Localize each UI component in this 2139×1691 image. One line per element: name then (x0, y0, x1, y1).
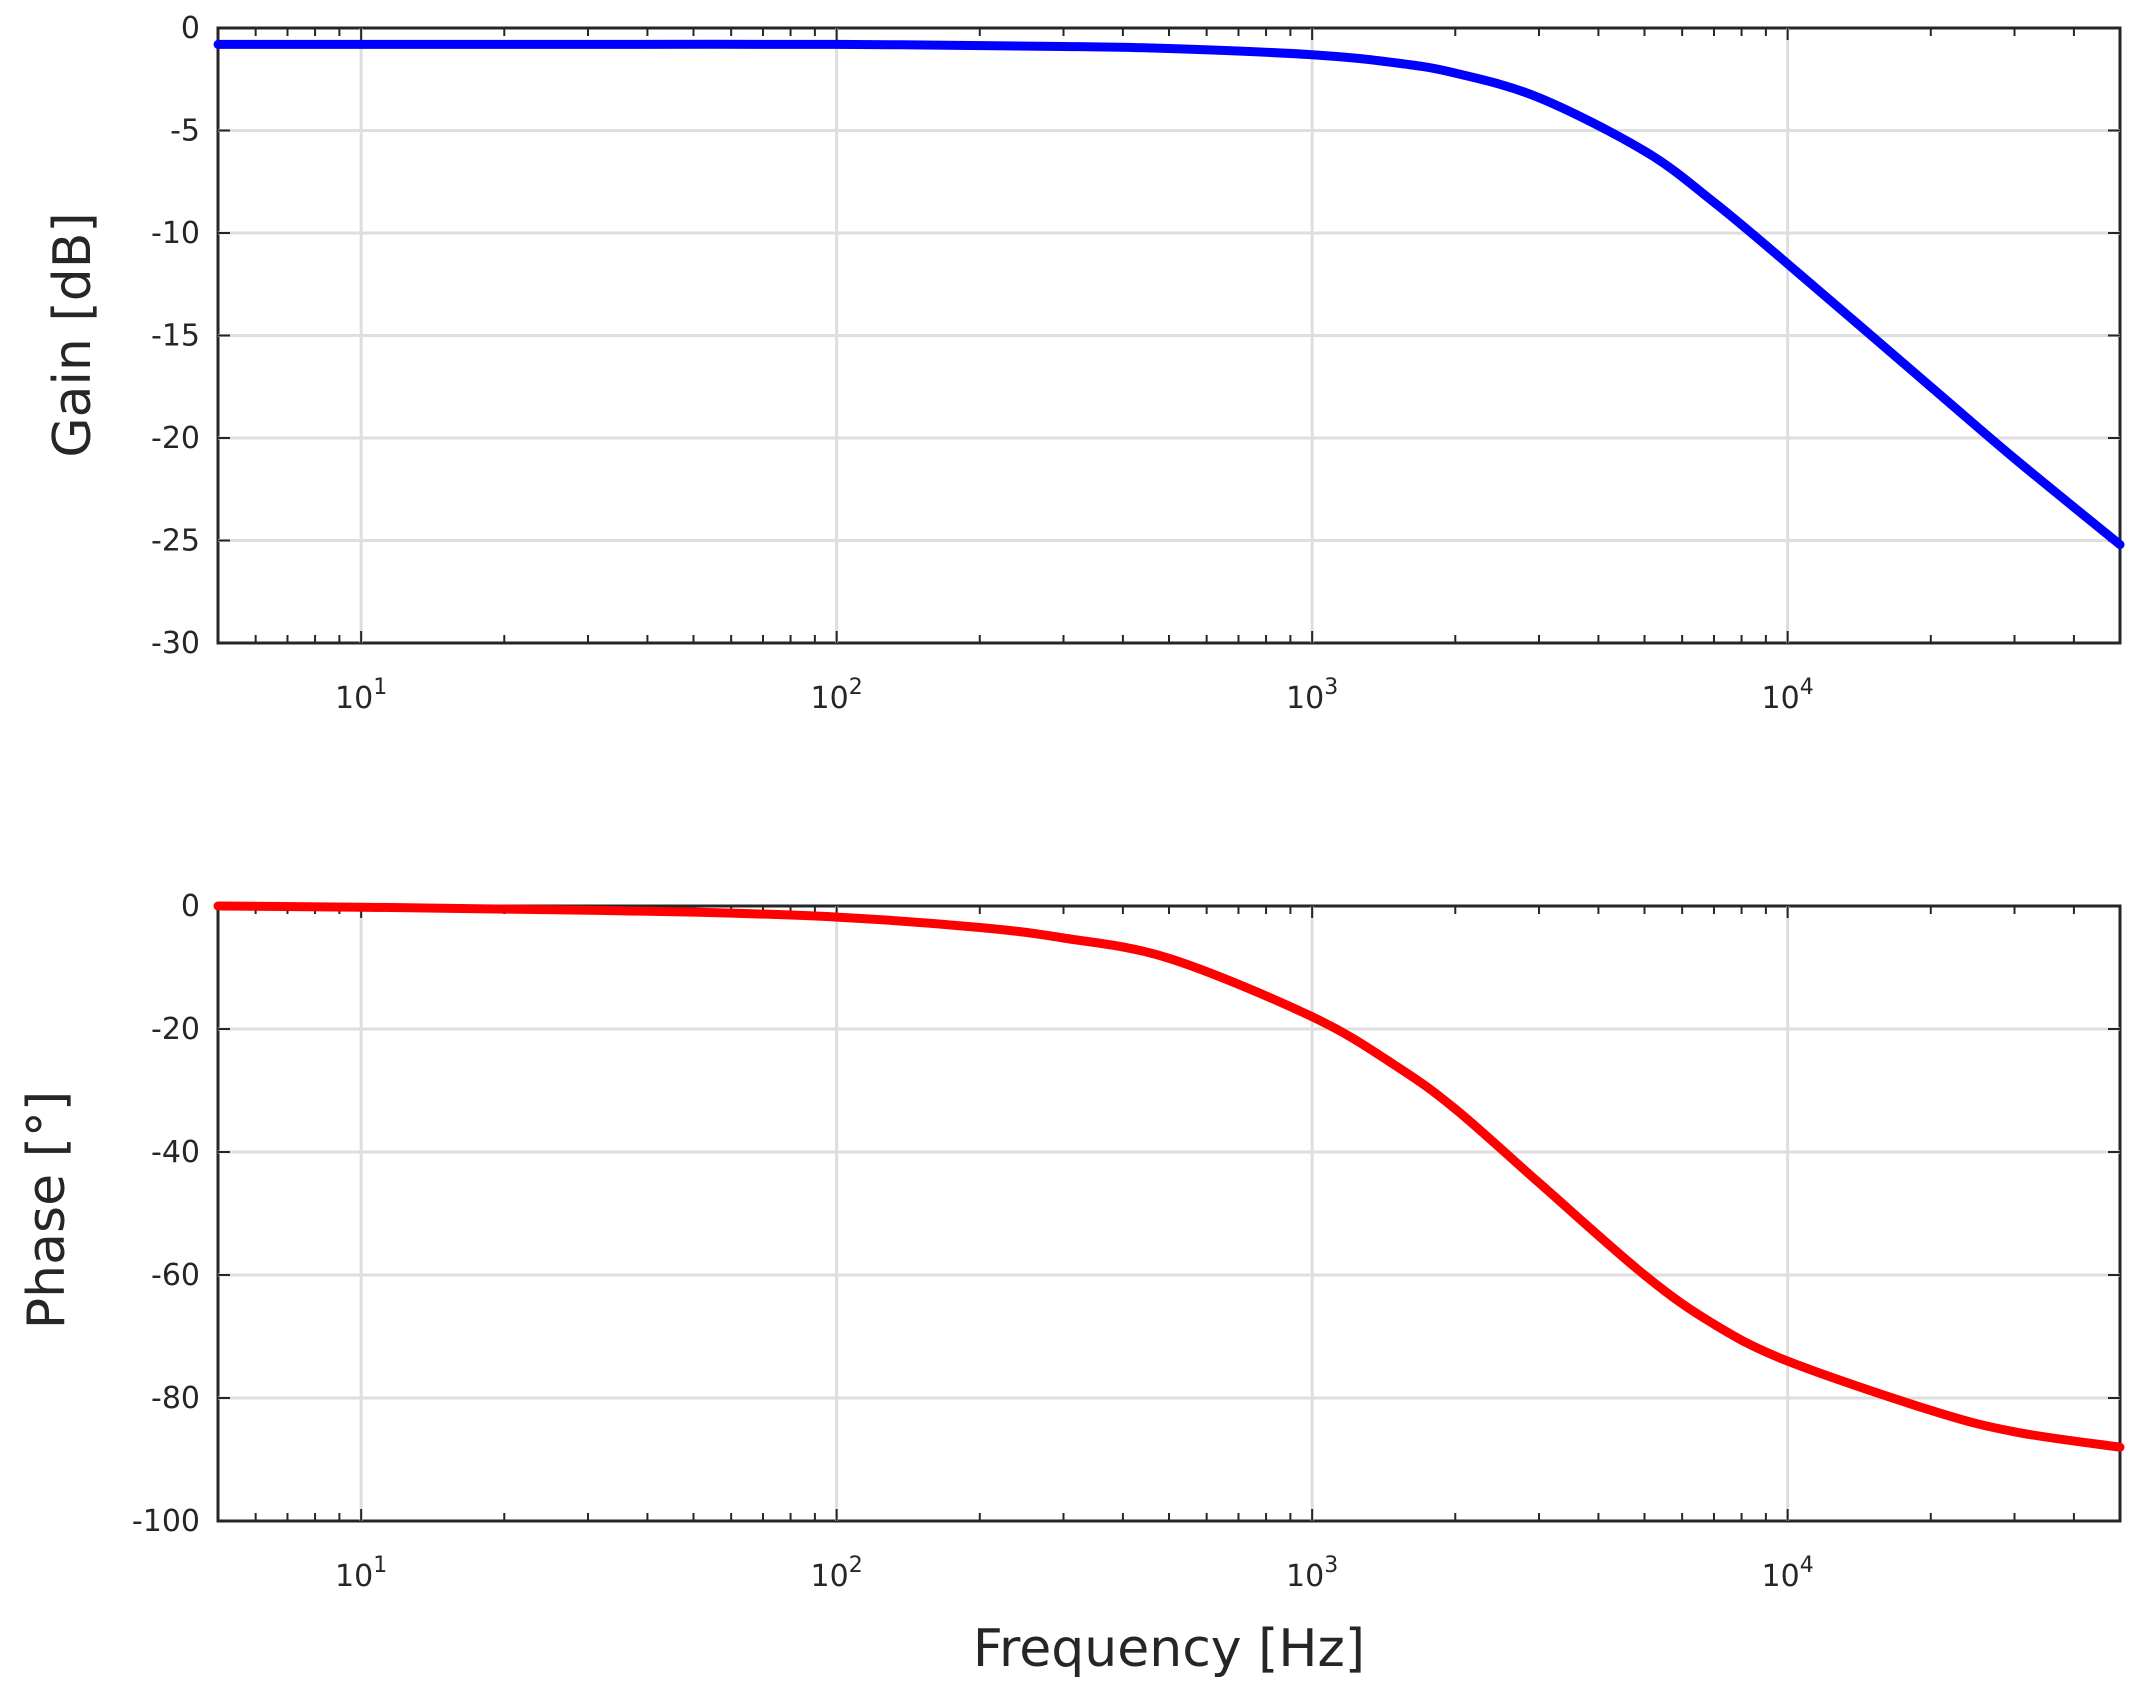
phase-series-line (213, 901, 2125, 1452)
gain-y-tick-label: -10 (151, 216, 200, 251)
phase-x-tick-label: 102 (811, 1553, 863, 1594)
x-axis-label: Frequency [Hz] (973, 1619, 1365, 1679)
gain-grid (218, 28, 2120, 643)
phase-y-tick-label: -20 (151, 1012, 200, 1047)
phase-y-tick-label: -80 (151, 1381, 200, 1416)
gain-y-tick-label: -25 (151, 524, 200, 559)
gain-y-tick-label: -30 (151, 626, 200, 661)
phase-x-tick-labels: 101 102 103 104 (335, 1553, 1814, 1594)
phase-series (213, 901, 2125, 1452)
phase-x-tick-label: 101 (335, 1553, 387, 1594)
gain-y-tick-label: -20 (151, 421, 200, 456)
gain-x-tick-label: 103 (1286, 675, 1338, 716)
gain-x-tick-label: 101 (335, 675, 387, 716)
gain-y-tick-labels: 0 -5 -10 -15 -20 -25 -30 (151, 11, 200, 661)
gain-y-tick-label: -5 (170, 114, 200, 149)
gain-x-tick-labels: 101 102 103 104 (335, 675, 1814, 716)
phase-x-tick-label: 104 (1762, 1553, 1814, 1594)
phase-y-tick-label: -60 (151, 1258, 200, 1293)
gain-y-tick-label: -15 (151, 319, 200, 354)
phase-y-axis-label: Phase [°] (17, 1091, 77, 1329)
phase-panel: 0 -20 -40 -60 -80 -100 101 102 103 104 Phase [°]… (17, 889, 2125, 1679)
phase-y-tick-label: -40 (151, 1135, 200, 1170)
gain-x-tick-label: 104 (1762, 675, 1814, 716)
phase-y-tick-label: 0 (181, 889, 200, 924)
phase-x-tick-label: 103 (1286, 1553, 1338, 1594)
phase-axes-frame (216, 904, 2122, 1523)
phase-y-tick-label: -100 (132, 1504, 200, 1539)
gain-x-tick-label: 102 (811, 675, 863, 716)
phase-y-tick-labels: 0 -20 -40 -60 -80 -100 (132, 889, 200, 1539)
gain-series-line (213, 39, 2125, 550)
gain-panel: 0 -5 -10 -15 -20 -25 -30 101 102 103 104 Gain [dB… (43, 11, 2125, 716)
phase-grid (218, 906, 2120, 1521)
gain-y-tick-label: 0 (181, 11, 200, 46)
gain-series (213, 39, 2125, 550)
gain-y-axis-label: Gain [dB] (43, 212, 103, 457)
